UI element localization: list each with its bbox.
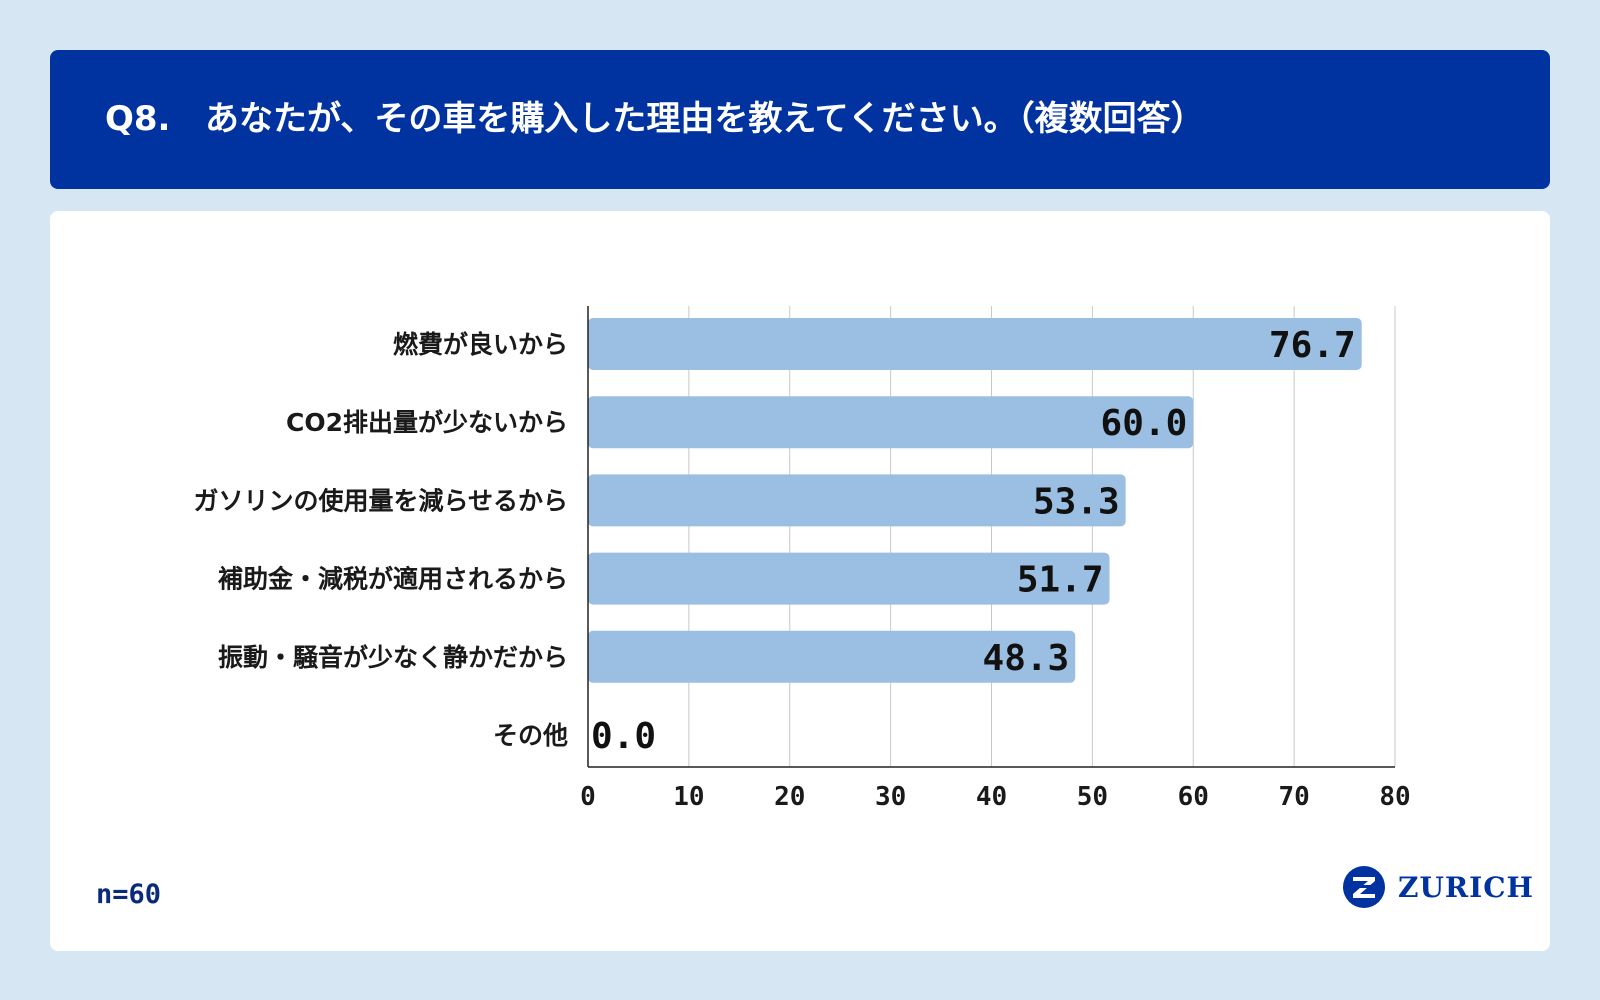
data-label: 48.3 (983, 638, 1070, 679)
zurich-wordmark: ZURICH (1398, 870, 1534, 904)
x-tick-label: 30 (875, 782, 906, 812)
question-number: Q8. (105, 99, 171, 139)
x-tick-label: 40 (976, 782, 1007, 812)
x-tick-label: 0 (580, 782, 596, 812)
category-label: その他 (493, 721, 568, 750)
chart-panel: 0 10 20 30 40 50 60 70 80 燃費が良いから 76.7 CO2排出量が少ないから… (50, 211, 1550, 951)
question-text: あなたが、その車を購入した理由を教えてください。（複数回答） (205, 99, 1205, 139)
x-tick-label: 50 (1077, 782, 1108, 812)
zurich-logo-icon (1343, 866, 1385, 908)
bar-chart: 0 10 20 30 40 50 60 70 80 燃費が良いから 76.7 CO2排出量が少ないから… (193, 306, 1411, 812)
data-label: 76.7 (1269, 325, 1356, 366)
bar (588, 396, 1194, 449)
data-label: 51.7 (1017, 560, 1104, 601)
question-header: Q8. あなたが、その車を購入した理由を教えてください。（複数回答） (50, 50, 1550, 189)
category-label: 補助金・減税が適用されるから (217, 565, 568, 594)
x-tick-label: 70 (1278, 782, 1309, 812)
category-label: CO2排出量が少ないから (286, 408, 568, 437)
x-tick-label: 10 (673, 782, 704, 812)
category-label: 振動・騒音が少なく静かだから (218, 643, 568, 672)
bar (588, 474, 1126, 527)
x-tick-label: 20 (774, 782, 805, 812)
bar (588, 318, 1362, 370)
sample-size-label: n=60 (96, 879, 162, 910)
zurich-logo: ZURICH (1342, 863, 1534, 911)
bar (588, 552, 1110, 605)
data-label: 53.3 (1033, 481, 1120, 522)
category-label: 燃費が良いから (393, 330, 568, 359)
x-tick-label: 80 (1379, 782, 1410, 812)
data-label: 60.0 (1101, 403, 1188, 444)
data-label: 0.0 (591, 716, 656, 757)
bar (588, 630, 1076, 683)
category-label: ガソリンの使用量を減らせるから (193, 486, 568, 515)
x-tick-label: 60 (1178, 782, 1209, 812)
